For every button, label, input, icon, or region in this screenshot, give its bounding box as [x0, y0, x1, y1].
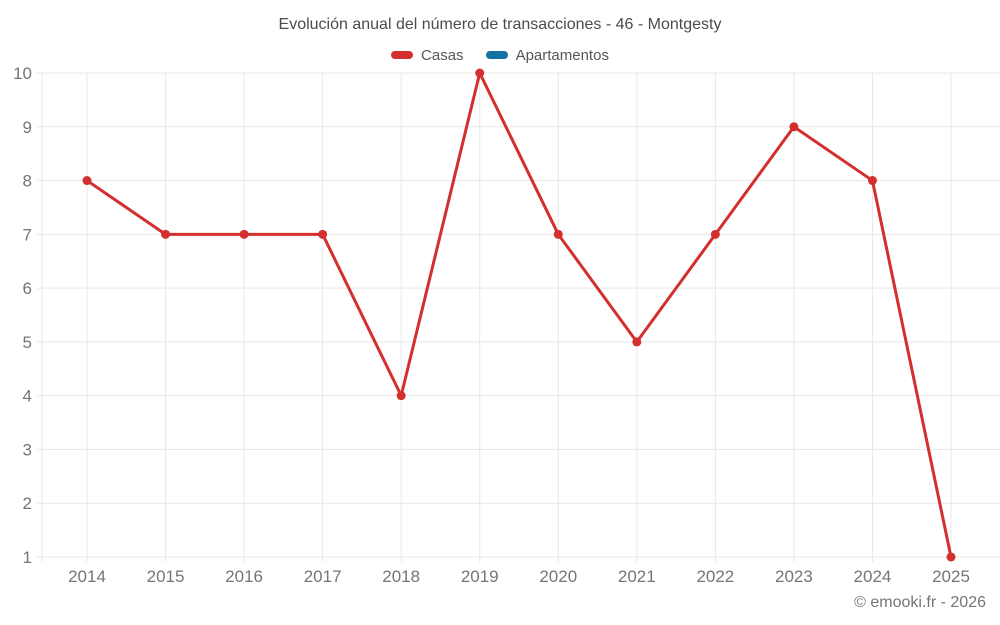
legend-marker-casas-icon — [391, 51, 414, 59]
y-tick-label: 10 — [13, 64, 32, 83]
y-tick-label: 2 — [23, 494, 32, 513]
x-tick-label: 2022 — [696, 567, 734, 586]
x-tick-label: 2018 — [382, 567, 420, 586]
series-line-casas — [85, 71, 953, 559]
y-tick-label: 7 — [23, 225, 32, 244]
chart-title: Evolución anual del número de transaccio… — [278, 16, 722, 33]
x-tick-label: 2015 — [147, 567, 185, 586]
legend-label-apartamentos: Apartamentos — [515, 46, 609, 64]
data-point-casas[interactable] — [553, 229, 563, 239]
y-tick-label: 9 — [23, 118, 32, 137]
data-point-casas[interactable] — [239, 229, 249, 239]
legend-marker-apartamentos-icon — [485, 51, 508, 59]
data-point-casas[interactable] — [710, 229, 720, 239]
x-tick-label: 2020 — [539, 567, 577, 586]
y-tick-label: 6 — [23, 279, 32, 298]
y-tick-label: 4 — [23, 387, 32, 406]
x-tick-label: 2017 — [304, 567, 342, 586]
legend-item-apartamentos[interactable]: Apartamentos — [485, 46, 609, 64]
y-tick-label: 1 — [23, 548, 32, 567]
legend-item-casas[interactable]: Casas — [391, 47, 464, 64]
y-tick-label: 3 — [23, 440, 32, 459]
x-tick-label: 2021 — [618, 567, 656, 586]
x-tick-label: 2014 — [68, 567, 106, 586]
data-point-casas[interactable] — [867, 176, 877, 186]
y-tick-label: 5 — [23, 333, 32, 352]
data-point-casas[interactable] — [632, 337, 642, 347]
data-point-casas[interactable] — [82, 176, 92, 186]
data-point-casas[interactable] — [318, 229, 328, 239]
x-tick-label: 2024 — [854, 567, 892, 586]
legend-label-casas: Casas — [421, 46, 464, 64]
copyright-footer: © emooki.fr - 2026 — [854, 594, 986, 611]
x-tick-label: 2019 — [461, 567, 499, 586]
y-tick-label: 8 — [23, 172, 32, 191]
x-tick-label: 2023 — [775, 567, 813, 586]
data-point-casas[interactable] — [789, 122, 799, 132]
x-tick-label: 2016 — [225, 567, 263, 586]
chart-legend: Casas Apartamentos — [0, 46, 1000, 64]
data-point-casas[interactable] — [396, 391, 406, 401]
data-point-casas[interactable] — [946, 552, 956, 562]
data-point-casas[interactable] — [475, 68, 485, 78]
x-tick-label: 2025 — [932, 567, 970, 586]
data-point-casas[interactable] — [161, 229, 171, 239]
